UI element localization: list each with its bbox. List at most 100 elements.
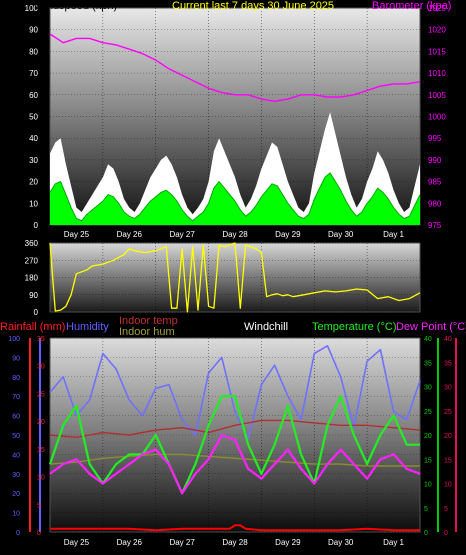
dewpoint-y-tick: 15: [444, 457, 452, 464]
avg-wind-area: [50, 172, 420, 225]
temperature-y-tick: 5: [424, 506, 428, 513]
direction-y-tick: 270: [25, 256, 39, 265]
humidity-y-tick: 50: [12, 433, 20, 440]
windspeed-y-tick: 80: [29, 47, 38, 56]
temp-x-tick: Day 28: [222, 538, 248, 547]
direction-y-tick: 0: [34, 308, 39, 317]
dewpoint-y-tick: 40: [444, 336, 452, 343]
rainfall-y-tick: 25: [37, 391, 45, 398]
compass-s-bottom: S: [434, 293, 443, 307]
windspeed-y-tick: 40: [29, 134, 38, 143]
dewpoint-y-tick: 0: [444, 530, 448, 537]
dew-point-axis-label: Dew Point (°C): [396, 321, 466, 333]
temp-x-tick: Day 30: [328, 538, 354, 547]
humidity-y-tick: 30: [12, 472, 20, 479]
wind-direction-line: [49, 242, 421, 313]
barometer-axis-label: Barometer (kpa): [372, 0, 452, 12]
temperature-y-tick: 30: [424, 385, 432, 392]
rainfall-y-tick: 0: [37, 530, 41, 537]
temperature-axis-label: Temperature (°C): [312, 321, 397, 333]
dewpoint-y-tick: 30: [444, 385, 452, 392]
rainfall-y-tick: 35: [37, 336, 45, 343]
windspeed-y-tick: 10: [29, 199, 38, 208]
temp-x-tick: Day 25: [64, 538, 90, 547]
humidity-y-tick: 70: [12, 394, 20, 401]
indoor-temp-line: [49, 419, 421, 439]
indoor-hum-legend: Indoor hum: [119, 326, 175, 338]
windchill-legend: Windchill: [244, 321, 289, 333]
wind-x-tick: Day 28: [222, 230, 248, 239]
rainfall-y-tick: 20: [37, 419, 45, 426]
temperature-y-tick: 35: [424, 360, 432, 367]
humidity-y-tick: 60: [12, 414, 20, 421]
barometer-y-tick: 1000: [428, 113, 446, 122]
temperature-line: [48, 395, 420, 495]
direction-y-tick: 360: [25, 239, 39, 248]
chart-title: Current last 7 days 30 June 2025: [172, 0, 335, 12]
temperature-y-tick: 40: [424, 336, 432, 343]
rainfall-y-tick: 15: [37, 447, 45, 454]
barometer-y-tick: 995: [428, 134, 442, 143]
windspeed-y-tick: 60: [29, 91, 38, 100]
temperature-y-tick: 10: [424, 482, 432, 489]
barometer-line: [49, 33, 421, 102]
temperature-y-tick: 25: [424, 409, 432, 416]
windspeed-y-tick: 70: [29, 69, 38, 78]
rainfall-y-tick: 30: [37, 364, 45, 371]
dew-point-line: [49, 433, 421, 495]
indoor-hum-line: [49, 453, 420, 467]
windspeed-y-tick: 0: [34, 221, 39, 230]
humidity-line: [49, 345, 421, 440]
humidity-y-tick: 20: [12, 491, 20, 498]
barometer-y-tick: 1010: [428, 69, 446, 78]
dewpoint-y-tick: 25: [444, 409, 452, 416]
temperature-y-tick: 0: [424, 530, 428, 537]
dewpoint-y-tick: 20: [444, 433, 452, 440]
humidity-y-tick: 80: [12, 375, 20, 382]
dewpoint-y-tick: 5: [444, 506, 448, 513]
rainfall-axis-label: Rainfall (mm): [0, 321, 66, 333]
compass-s-top: S: [434, 237, 443, 251]
wind-x-tick: Day 1: [383, 230, 404, 239]
temperature-panel-background: [49, 337, 421, 533]
windspeed-y-tick: 20: [29, 178, 38, 187]
wind-x-tick: Day 26: [117, 230, 143, 239]
barometer-y-tick: 980: [428, 199, 442, 208]
rainfall-y-tick: 10: [37, 475, 45, 482]
dewpoint-y-tick: 10: [444, 482, 452, 489]
windspeed-axis-label: Windspeed (kph): [34, 0, 118, 12]
humidity-y-tick: 0: [16, 530, 20, 537]
barometer-y-tick: 1015: [428, 47, 446, 56]
temp-x-tick: Day 26: [117, 538, 143, 547]
humidity-y-tick: 40: [12, 452, 20, 459]
windspeed-y-tick: 100: [25, 4, 39, 13]
temperature-y-tick: 20: [424, 433, 432, 440]
wind-x-tick: Day 29: [275, 230, 301, 239]
rainfall-line: [50, 524, 420, 532]
temp-x-tick: Day 27: [169, 538, 195, 547]
direction-y-tick: 180: [25, 274, 39, 283]
compass-n: N: [434, 265, 443, 279]
barometer-y-tick: 1020: [428, 26, 446, 35]
compass-e: E: [434, 251, 443, 265]
barometer-y-tick: 1025: [428, 4, 446, 13]
dewpoint-y-tick: 35: [444, 360, 452, 367]
rainfall-y-tick: 5: [37, 502, 41, 509]
barometer-y-tick: 990: [428, 156, 442, 165]
direction-panel-background: [49, 242, 421, 313]
barometer-y-tick: 975: [428, 221, 442, 230]
avg-wind-line: [49, 172, 421, 222]
humidity-y-tick: 10: [12, 511, 20, 518]
temperature-y-tick: 15: [424, 457, 432, 464]
humidity-axis-label: Humidity: [66, 321, 109, 333]
compass-w: W: [434, 279, 446, 293]
indoor-temp-legend: Indoor temp: [119, 315, 178, 327]
humidity-y-tick: 100: [8, 336, 20, 343]
wind-x-tick: Day 25: [64, 230, 90, 239]
windspeed-y-tick: 30: [29, 156, 38, 165]
windspeed-y-tick: 50: [29, 113, 38, 122]
direction-y-tick: 90: [29, 291, 38, 300]
wind-x-tick: Day 27: [169, 230, 195, 239]
